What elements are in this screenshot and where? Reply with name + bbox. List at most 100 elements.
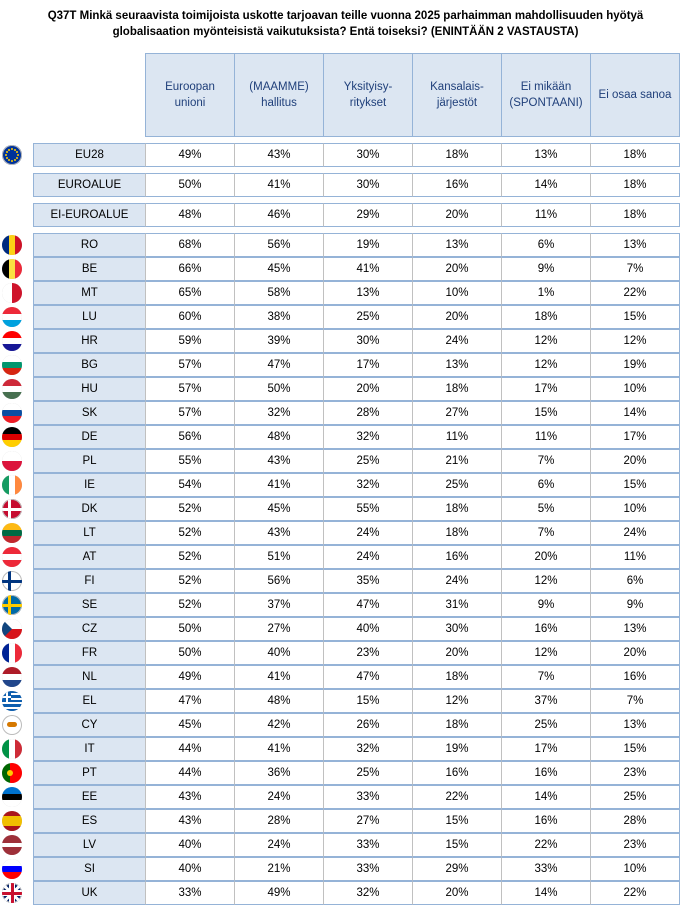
value-cell: 52% [145, 497, 235, 521]
value-cell: 30% [323, 143, 413, 167]
value-cell: 66% [145, 257, 235, 281]
value-cell: 14% [501, 173, 591, 197]
value-cell: 52% [145, 545, 235, 569]
value-cell: 15% [412, 833, 502, 857]
value-cell: 15% [590, 305, 680, 329]
country-row: EE 43% 24% 33% 22% 14% 25% [0, 785, 691, 809]
value-cell: 56% [145, 425, 235, 449]
value-cell: 40% [145, 857, 235, 881]
eu-flag-icon [2, 145, 22, 165]
value-cell: 32% [323, 473, 413, 497]
value-cell: 20% [590, 641, 680, 665]
value-cell: 36% [234, 761, 324, 785]
lv-flag-icon [2, 835, 22, 855]
column-header-label: Ei mikään (SPONTAANI) [509, 81, 583, 109]
value-cell: 18% [590, 203, 680, 227]
value-cell: 13% [412, 353, 502, 377]
value-cell: 16% [501, 761, 591, 785]
value-cell: 33% [323, 833, 413, 857]
lu-flag-icon [2, 307, 22, 327]
value-cell: 35% [323, 569, 413, 593]
es-flag-icon [2, 811, 22, 831]
be-flag-icon [2, 259, 22, 279]
value-cell: 28% [323, 401, 413, 425]
value-cell: 6% [501, 233, 591, 257]
value-cell: 43% [145, 785, 235, 809]
value-cell: 41% [234, 473, 324, 497]
value-cell: 22% [412, 785, 502, 809]
question-line-1: Q37T Minkä seuraavista toimijoista uskot… [47, 10, 644, 22]
country-row: UK 33% 49% 32% 20% 14% 22% [0, 881, 691, 905]
summary-row: EUROALUE 50% 41% 30% 16% 14% 18% [0, 173, 691, 197]
value-cell: 9% [501, 593, 591, 617]
lt-flag-icon [2, 523, 22, 543]
ee-flag-icon [2, 787, 22, 807]
country-row: IT 44% 41% 32% 19% 17% 15% [0, 737, 691, 761]
value-cell: 7% [590, 257, 680, 281]
value-cell: 43% [234, 449, 324, 473]
row-label: HU [33, 377, 145, 401]
row-label: RO [33, 233, 145, 257]
row-label: IE [33, 473, 145, 497]
column-header-label: (MAAMME) hallitus [249, 81, 309, 109]
value-cell: 20% [412, 257, 502, 281]
value-cell: 65% [145, 281, 235, 305]
value-cell: 11% [412, 425, 502, 449]
value-cell: 6% [590, 569, 680, 593]
value-cell: 28% [590, 809, 680, 833]
country-row: CZ 50% 27% 40% 30% 16% 13% [0, 617, 691, 641]
row-label: PT [33, 761, 145, 785]
value-cell: 19% [412, 737, 502, 761]
value-cell: 24% [323, 545, 413, 569]
value-cell: 16% [412, 761, 502, 785]
value-cell: 7% [501, 521, 591, 545]
column-header: Ei osaa sanoa [590, 53, 680, 137]
value-cell: 18% [412, 713, 502, 737]
country-row: IE 54% 41% 32% 25% 6% 15% [0, 473, 691, 497]
row-label: AT [33, 545, 145, 569]
country-row: HR 59% 39% 30% 24% 12% 12% [0, 329, 691, 353]
value-cell: 18% [412, 377, 502, 401]
value-cell: 68% [145, 233, 235, 257]
value-cell: 30% [323, 173, 413, 197]
value-cell: 12% [412, 689, 502, 713]
row-label: EE [33, 785, 145, 809]
value-cell: 32% [323, 425, 413, 449]
value-cell: 24% [590, 521, 680, 545]
value-cell: 27% [323, 809, 413, 833]
value-cell: 29% [323, 203, 413, 227]
value-cell: 16% [501, 617, 591, 641]
value-cell: 9% [501, 257, 591, 281]
value-cell: 12% [501, 353, 591, 377]
value-cell: 22% [590, 281, 680, 305]
value-cell: 6% [501, 473, 591, 497]
summary-row: EI-EUROALUE 48% 46% 29% 20% 11% 18% [0, 203, 691, 227]
row-label: NL [33, 665, 145, 689]
value-cell: 24% [412, 569, 502, 593]
column-header-label: Yksityisy- ritykset [343, 81, 393, 109]
column-header-label: Euroopan unioni [165, 81, 215, 109]
value-cell: 44% [145, 737, 235, 761]
column-header: Yksityisy- ritykset [323, 53, 413, 137]
value-cell: 20% [323, 377, 413, 401]
value-cell: 20% [412, 305, 502, 329]
value-cell: 33% [145, 881, 235, 905]
value-cell: 21% [412, 449, 502, 473]
value-cell: 16% [412, 545, 502, 569]
value-cell: 41% [234, 173, 324, 197]
row-label: ES [33, 809, 145, 833]
value-cell: 13% [323, 281, 413, 305]
cz-flag-icon [2, 619, 22, 639]
value-cell: 20% [412, 203, 502, 227]
value-cell: 13% [501, 143, 591, 167]
value-cell: 39% [234, 329, 324, 353]
value-cell: 19% [323, 233, 413, 257]
value-cell: 24% [412, 329, 502, 353]
value-cell: 22% [501, 833, 591, 857]
fr-flag-icon [2, 643, 22, 663]
row-label: DE [33, 425, 145, 449]
value-cell: 33% [323, 785, 413, 809]
mt-flag-icon [2, 283, 22, 303]
value-cell: 33% [501, 857, 591, 881]
value-cell: 40% [145, 833, 235, 857]
